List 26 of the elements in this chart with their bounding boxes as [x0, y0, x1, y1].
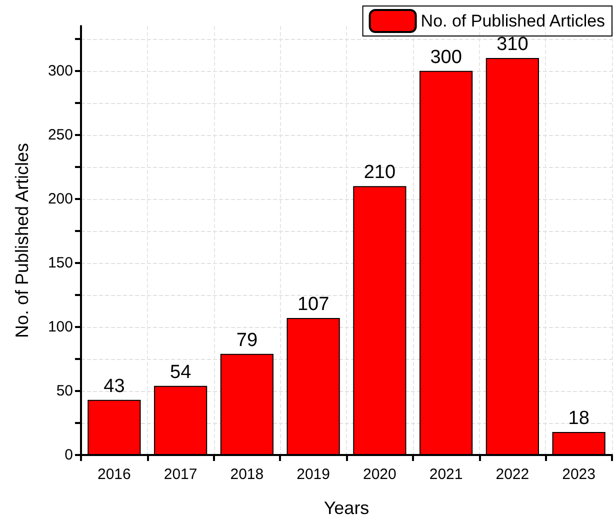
data-label: 210 [364, 162, 396, 184]
x-tick-label: 2017 [164, 466, 198, 483]
x-axis-title: Years [324, 498, 370, 518]
y-axis-title: No. of Published Articles [12, 142, 32, 338]
x-tick-label: 2021 [429, 466, 463, 483]
data-label: 79 [236, 330, 258, 351]
data-label: 300 [430, 46, 462, 68]
x-tick-label: 2019 [296, 466, 330, 483]
x-tick-label: 2020 [363, 466, 396, 483]
data-label: 107 [297, 294, 330, 315]
y-tick-label: 50 [56, 382, 73, 400]
x-tick-label: 2023 [562, 466, 596, 483]
legend-label: No. of Published Articles [420, 12, 606, 30]
x-tick-label: 2018 [230, 466, 264, 483]
y-tick-label: 250 [48, 126, 73, 144]
x-tick-label: 2022 [496, 466, 530, 483]
y-tick-label: 300 [48, 62, 73, 80]
y-tick-label: 150 [48, 254, 73, 272]
y-tick-label: 100 [48, 318, 73, 336]
data-label: 43 [104, 376, 125, 397]
y-tick-label: 200 [48, 190, 73, 208]
x-tick-label: 2016 [98, 466, 131, 483]
data-label: 18 [568, 408, 590, 429]
data-label: 310 [496, 34, 528, 56]
y-tick-label: 0 [64, 446, 73, 464]
data-label: 54 [170, 362, 192, 383]
